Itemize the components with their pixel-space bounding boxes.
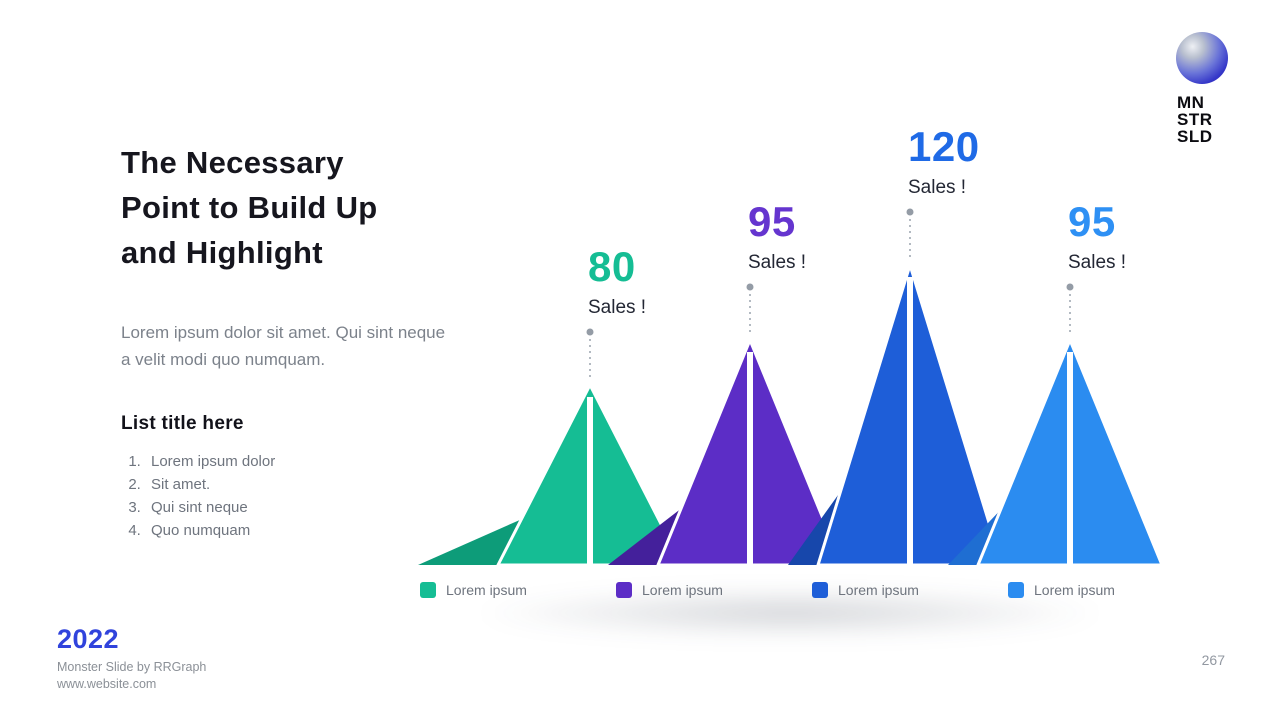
brand-logo: MN STR SLD (1174, 32, 1230, 145)
peak-label: 95 Sales ! (1068, 200, 1126, 274)
left-panel: The Necessary Point to Build Up and High… (121, 140, 466, 542)
footer-website: www.website.com (57, 677, 157, 691)
peak-value: 80 (588, 243, 636, 290)
logo-text: MN STR SLD (1174, 94, 1230, 145)
pyramid-split-line (587, 397, 593, 565)
footer-year: 2022 (57, 624, 120, 654)
legend-label: Lorem ipsum (838, 582, 919, 598)
peak-sales-label: Sales ! (1068, 252, 1127, 273)
pyramid-chart-canvas (418, 208, 1164, 567)
legend-label: Lorem ipsum (642, 582, 723, 598)
peak-value: 95 (1068, 198, 1116, 245)
peak-label: 80 Sales ! (588, 245, 646, 319)
logo-text-line: SLD (1177, 127, 1213, 146)
footer-credit: Monster Slide by RRGraph (57, 660, 207, 674)
logo-sphere-icon (1176, 32, 1228, 84)
list-item: Qui sint neque (145, 496, 466, 519)
title-line: Point to Build Up (121, 190, 378, 225)
title-line: and Highlight (121, 235, 323, 270)
list-item: Lorem ipsum dolor (145, 450, 466, 473)
pyramid-split-line (747, 352, 753, 565)
list-item: Sit amet. (145, 473, 466, 496)
peak-label: 95 Sales ! (748, 200, 806, 274)
legend-swatch (812, 582, 828, 598)
legend-item: Lorem ipsum (420, 582, 527, 598)
peak-value: 120 (908, 123, 980, 170)
peak-label: 120 Sales ! (908, 125, 980, 199)
pyramid-split-line (1067, 352, 1073, 565)
peak-sales-label: Sales ! (588, 297, 647, 318)
chart-shadow (470, 588, 1110, 638)
title-line: The Necessary (121, 145, 344, 180)
page-title: The Necessary Point to Build Up and High… (121, 140, 466, 275)
pyramid-split-line (907, 277, 913, 565)
peak-sales-label: Sales ! (908, 177, 967, 198)
legend-item: Lorem ipsum (1008, 582, 1115, 598)
callout-dot (586, 328, 594, 336)
legend-item: Lorem ipsum (616, 582, 723, 598)
peak-sales-label: Sales ! (748, 252, 807, 273)
page-number: 267 (1201, 652, 1225, 668)
slide-description: Lorem ipsum dolor sit amet. Qui sint neq… (121, 323, 446, 369)
callout-dot (1066, 283, 1074, 291)
legend-swatch (616, 582, 632, 598)
legend-swatch (1008, 582, 1024, 598)
callout-dot (906, 208, 914, 216)
logo-text-line: MN (1177, 93, 1205, 112)
legend-label: Lorem ipsum (446, 582, 527, 598)
callout-dot (746, 283, 754, 291)
numbered-list: Lorem ipsum dolor Sit amet. Qui sint neq… (121, 450, 466, 542)
legend-label: Lorem ipsum (1034, 582, 1115, 598)
list-item: Quo numquam (145, 519, 466, 542)
legend-item: Lorem ipsum (812, 582, 919, 598)
peak-value: 95 (748, 198, 796, 245)
sales-pyramid-chart: 80 Sales ! Lorem ipsum 95 Sales ! Lorem ipsum… (400, 90, 1200, 670)
legend-swatch (420, 582, 436, 598)
list-title: List title here (121, 413, 244, 434)
logo-text-line: STR (1177, 110, 1213, 129)
